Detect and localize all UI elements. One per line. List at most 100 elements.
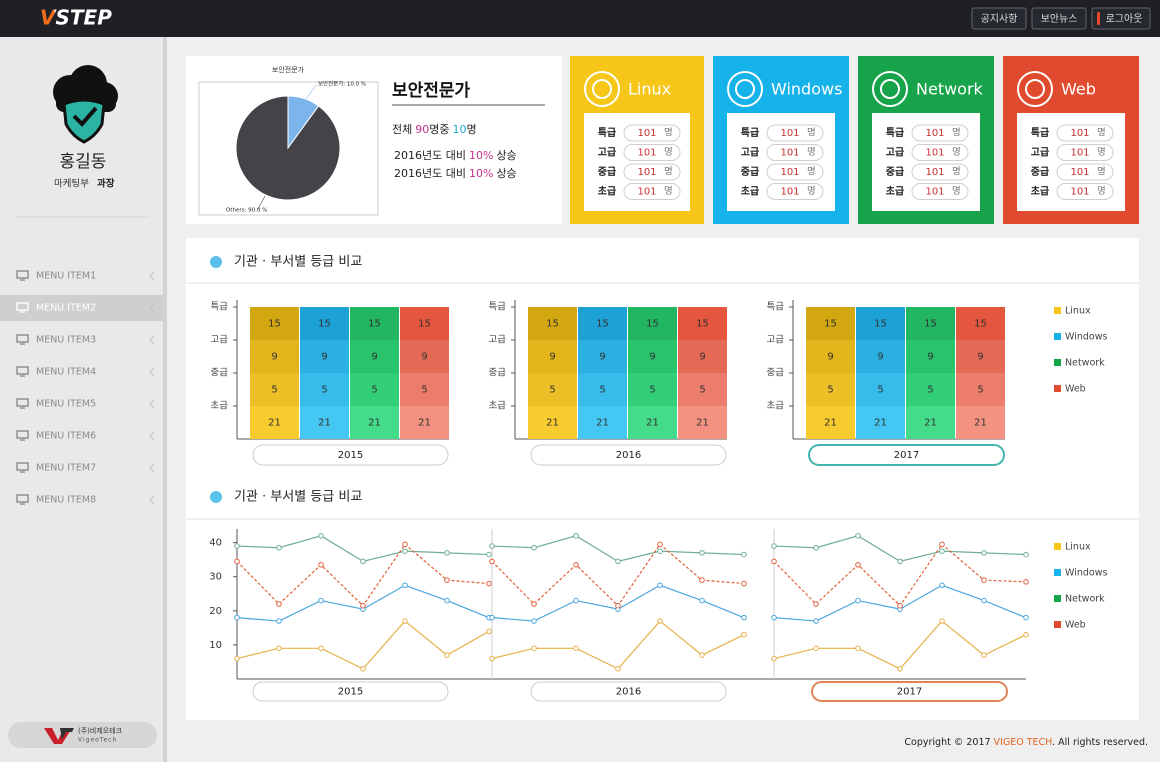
pie-label: 보안전문가: 10.0 %	[318, 80, 366, 88]
grade-cell-value: 9	[877, 352, 883, 363]
count-value: 101	[1070, 128, 1089, 139]
menu-item[interactable]: MENU ITEM1	[36, 271, 96, 282]
header-button[interactable]	[971, 7, 1027, 30]
user-department: 마케팅부	[54, 179, 89, 190]
section-bullet	[210, 256, 222, 268]
count-unit: 명	[664, 147, 673, 158]
grade-cell	[250, 406, 299, 439]
series-point	[615, 665, 621, 672]
category-icon	[584, 71, 620, 107]
summary-change-part: 2016년도 대비	[394, 167, 466, 180]
legend-label: Web	[1065, 384, 1086, 395]
series-point	[897, 558, 903, 565]
section-title: 기관 · 부서별 등급 비교	[234, 490, 362, 505]
grade-cell	[350, 373, 399, 406]
year-label: 2015	[338, 450, 363, 461]
series-point	[486, 551, 492, 558]
grade-axis-label: 중급	[767, 368, 785, 379]
grade-label: 초급	[886, 185, 904, 198]
grade-cell-value: 15	[924, 319, 937, 330]
grade-cell-value: 5	[599, 385, 605, 396]
header-button[interactable]	[1091, 7, 1151, 30]
count-value: 101	[1070, 148, 1089, 159]
legend-label: Windows	[1065, 332, 1107, 343]
series-point	[402, 618, 408, 624]
grade-cell	[856, 406, 905, 439]
series-point	[444, 550, 450, 556]
year-pill[interactable]	[252, 444, 449, 466]
logout-indicator	[1097, 12, 1100, 25]
legend-swatch	[1054, 359, 1061, 366]
year-pill[interactable]	[808, 444, 1005, 466]
menu-chevron	[149, 271, 155, 281]
grade-axis-label: 중급	[489, 368, 507, 379]
company-logo-mark	[60, 728, 74, 740]
series-point	[855, 597, 861, 604]
series-point	[531, 645, 537, 652]
grade-label: 중급	[741, 166, 759, 178]
year-pill[interactable]	[252, 681, 449, 702]
menu-item[interactable]: MENU ITEM4	[36, 367, 96, 378]
legend-label: Network	[1065, 358, 1105, 369]
year-pill[interactable]	[811, 681, 1008, 702]
menu-item[interactable]: MENU ITEM3	[36, 335, 96, 346]
menu-item[interactable]: MENU ITEM5	[36, 399, 96, 410]
series-point	[741, 551, 747, 558]
grade-cell-value: 5	[321, 385, 327, 396]
header-button-label: 보안뉴스	[1041, 13, 1078, 25]
header-button[interactable]	[1031, 7, 1087, 30]
grade-label: 초급	[741, 185, 759, 198]
pie-frame	[198, 81, 379, 216]
summary-total-part: 명중	[429, 123, 449, 136]
header-button-label: 로그아웃	[1106, 13, 1143, 25]
category-name: Network	[916, 80, 984, 99]
menu-item[interactable]: MENU ITEM7	[36, 463, 96, 474]
profile-icon	[53, 65, 118, 144]
year-label: 2016	[616, 450, 641, 461]
menu-item[interactable]: MENU ITEM8	[36, 495, 96, 506]
grade-cell-value: 5	[927, 385, 933, 396]
year-pill[interactable]	[530, 444, 727, 466]
grade-cell	[906, 406, 955, 439]
grade-cell-value: 21	[318, 418, 331, 429]
series-point	[615, 558, 621, 565]
count-value: 101	[637, 167, 656, 178]
grade-cell	[350, 340, 399, 373]
grade-label: 고급	[886, 147, 904, 159]
grade-cell-value: 15	[418, 319, 431, 330]
menu-item[interactable]: MENU ITEM6	[36, 431, 96, 442]
grade-cell-value: 9	[977, 352, 983, 363]
series-point	[981, 652, 987, 658]
series-point	[657, 582, 663, 589]
grade-cell-value: 9	[599, 352, 605, 363]
legend-label: Web	[1065, 620, 1086, 631]
grade-cell-value: 5	[549, 385, 555, 396]
year-pill[interactable]	[530, 681, 727, 702]
grade-cell-value: 9	[421, 352, 427, 363]
grade-cell-value: 21	[824, 418, 837, 429]
grade-cell	[578, 307, 627, 340]
category-icon	[1025, 79, 1045, 99]
series-point	[486, 628, 492, 635]
grade-cell	[400, 406, 449, 439]
grade-cell	[300, 307, 349, 340]
pie-label: Others: 90.0 %	[226, 208, 267, 214]
series-point	[771, 655, 777, 662]
count-pill	[766, 124, 824, 142]
menu-item[interactable]: MENU ITEM2	[36, 303, 96, 314]
grade-cell	[250, 373, 299, 406]
summary-change-part: 상승	[496, 149, 516, 162]
grade-label: 고급	[741, 147, 759, 159]
series-point	[276, 601, 282, 607]
count-unit: 명	[1097, 147, 1106, 158]
year-label: 2017	[894, 450, 919, 461]
y-tick-label: 30	[209, 572, 222, 583]
pie-title: 보안전문가	[272, 65, 305, 74]
grade-cell	[806, 373, 855, 406]
count-unit: 명	[1097, 186, 1106, 197]
series-point	[318, 533, 324, 539]
y-tick-label: 20	[209, 606, 222, 617]
menu-chevron	[149, 431, 155, 441]
count-unit: 명	[664, 128, 673, 139]
count-pill	[766, 163, 824, 181]
